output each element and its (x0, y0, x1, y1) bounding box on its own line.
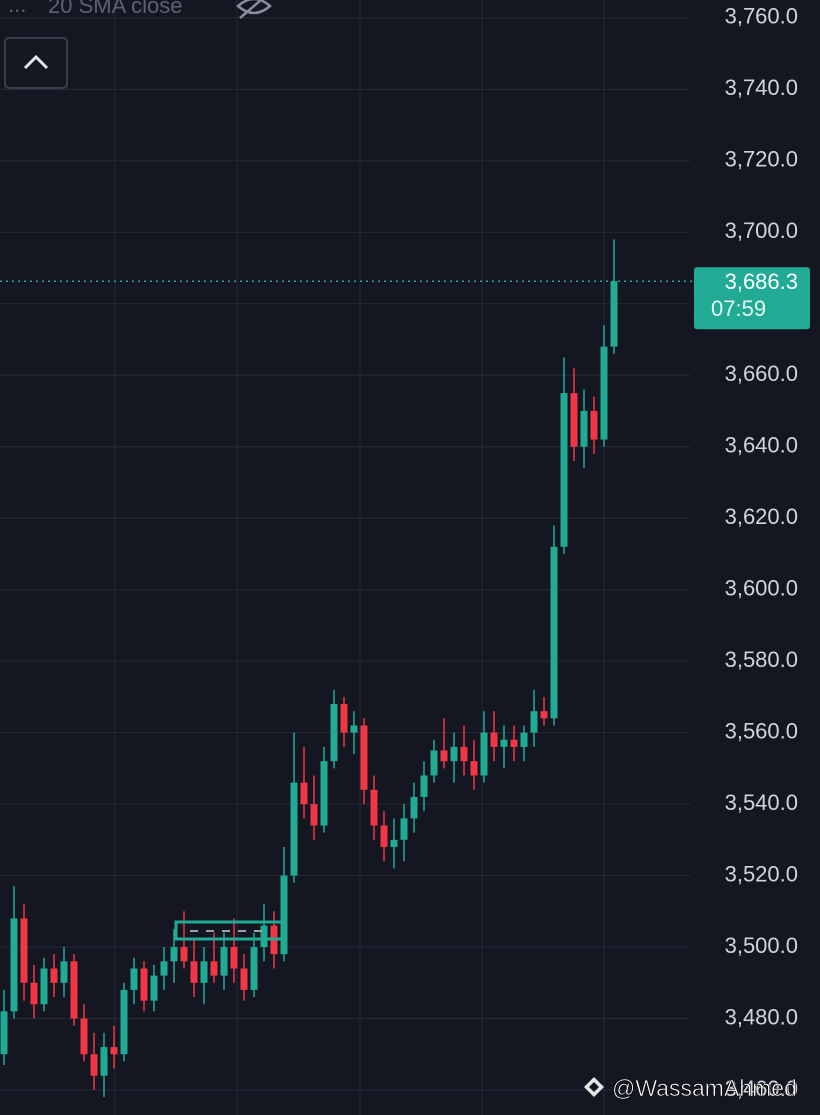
candle-body (380, 825, 388, 847)
watermark: @WassamAhmed (584, 1075, 797, 1101)
candle-body (280, 875, 288, 955)
candle-body (470, 761, 478, 776)
candle-body (500, 739, 508, 747)
hide-icon[interactable] (236, 0, 272, 19)
watermark-text: @WassamAhmed (612, 1075, 797, 1101)
candle-body (30, 982, 38, 1005)
candle-body (480, 732, 488, 776)
candle-body (600, 346, 608, 440)
candle-body (100, 1047, 108, 1076)
candle-body (200, 961, 208, 983)
candle-body (220, 947, 228, 976)
y-tick-label: 3,520.0 (725, 861, 798, 886)
candle-body (490, 732, 498, 747)
candle-body (290, 782, 298, 876)
y-tick-label: 3,560.0 (725, 718, 798, 743)
indicator-ellipsis: ... (8, 0, 26, 17)
candle-body (160, 961, 168, 976)
candle-body (120, 989, 128, 1055)
last-price-box: 3,686.307:59 (0, 267, 810, 330)
watermark-logo (584, 1077, 604, 1097)
candles (0, 239, 618, 1098)
indicator-label: 20 SMA close (48, 0, 183, 18)
candle-body (190, 961, 198, 983)
y-tick-label: 3,760.0 (725, 4, 798, 29)
y-tick-label: 3,620.0 (725, 504, 798, 529)
y-tick-label: 3,480.0 (725, 1004, 798, 1029)
candle-body (140, 968, 148, 1001)
candle-body (330, 704, 338, 762)
countdown-label: 07:59 (711, 296, 766, 321)
candle-body (300, 782, 308, 805)
candle-body (530, 711, 538, 733)
collapse-button[interactable] (4, 37, 68, 89)
candle-body (390, 839, 398, 847)
candle-body (50, 968, 58, 983)
candle-body (460, 746, 468, 762)
candle-body (40, 968, 48, 1005)
candle-body (610, 281, 618, 347)
y-tick-label: 3,460.0 (725, 1076, 798, 1101)
candle-body (210, 961, 218, 976)
candle-body (440, 750, 448, 762)
candle-body (520, 732, 528, 747)
candle-body (360, 725, 368, 790)
candle-body (310, 804, 318, 826)
candle-body (70, 961, 78, 1019)
candle-body (510, 739, 518, 747)
candle-body (350, 725, 358, 733)
candle-body (580, 410, 588, 447)
candle-body (560, 393, 568, 547)
candle-body (0, 1011, 8, 1055)
y-tick-label: 3,720.0 (725, 147, 798, 172)
candle-body (550, 546, 558, 719)
candle-body (110, 1047, 118, 1055)
drawn-box (174, 920, 288, 941)
candle-body (240, 968, 248, 990)
candle-body (180, 947, 188, 962)
candle-body (370, 789, 378, 826)
candle-body (20, 918, 28, 983)
candle-body (250, 947, 258, 990)
candle-body (150, 975, 158, 1001)
candle-body (80, 1018, 88, 1055)
candle-body (320, 761, 328, 826)
last-price-badge (694, 267, 810, 330)
candle-body (90, 1054, 98, 1076)
candle-body (400, 818, 408, 840)
candle-body (570, 393, 578, 447)
y-tick-label: 3,580.0 (725, 647, 798, 672)
y-tick-label: 3,700.0 (725, 218, 798, 243)
y-tick-label: 3,740.0 (725, 75, 798, 100)
candle-body (340, 704, 348, 733)
candle-body (10, 918, 18, 1012)
candle-body (170, 947, 178, 962)
candle-body (60, 961, 68, 983)
time-grid (114, 0, 605, 1115)
y-tick-label: 3,660.0 (725, 361, 798, 386)
price-grid: 3,460.0 3,480.0 3,500.0 3,520.0 3,540.0 3,560… (0, 4, 798, 1101)
candle-body (260, 925, 268, 948)
candle-body (130, 968, 138, 990)
last-price-label: 3,686.3 (725, 269, 798, 294)
candle-body (430, 750, 438, 776)
y-tick-label: 3,640.0 (725, 433, 798, 458)
y-tick-label: 3,500.0 (725, 933, 798, 958)
candle-body (230, 947, 238, 969)
chevron-up (23, 54, 49, 70)
candle-body (590, 410, 598, 440)
y-tick-label: 3,540.0 (725, 790, 798, 815)
candle-body (450, 746, 458, 762)
y-tick-label: 3,600.0 (725, 575, 798, 600)
collapse-button-box (4, 37, 68, 89)
candle-body (420, 775, 428, 797)
candle-body (410, 796, 418, 819)
candle-body (540, 711, 548, 719)
eye-slash (239, 0, 263, 19)
